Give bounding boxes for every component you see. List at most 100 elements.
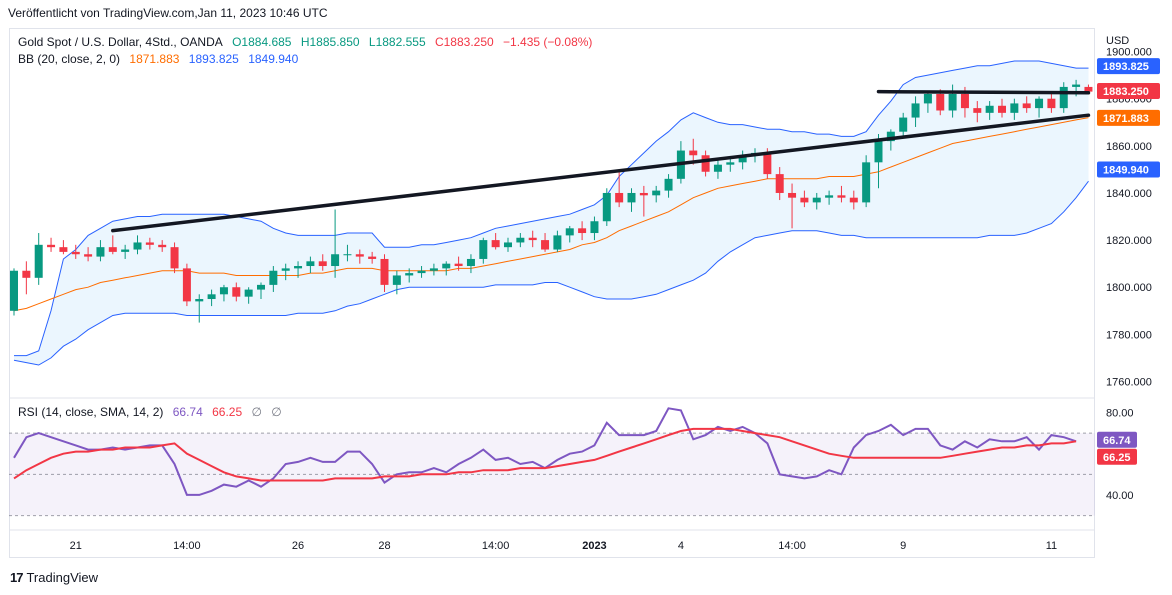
candle-body <box>429 268 438 271</box>
candle-body <box>973 108 982 113</box>
candle <box>713 159 722 179</box>
candle-body <box>306 261 315 267</box>
price-axis-currency: USD <box>1106 35 1129 47</box>
candle <box>96 240 105 262</box>
tradingview-footer[interactable]: 17 TradingView <box>10 570 98 585</box>
candle <box>170 242 179 274</box>
candle <box>652 185 661 203</box>
symbol-legend[interactable]: Gold Spot / U.S. Dollar, 4Std., OANDA O1… <box>18 35 598 49</box>
candle-body <box>34 244 43 278</box>
candle-body <box>1059 86 1068 109</box>
candle <box>565 225 574 243</box>
ohlc-low: L1882.555 <box>368 35 426 49</box>
candle <box>800 190 809 208</box>
candle-body <box>466 258 475 267</box>
bb-lower-line <box>13 180 1089 366</box>
candle-body <box>689 150 698 156</box>
candle-body <box>318 261 327 267</box>
rsi-ma-line <box>13 427 1077 482</box>
candle-body <box>775 174 784 193</box>
candle <box>108 235 117 255</box>
candle <box>133 235 142 255</box>
candle <box>738 150 747 170</box>
candle-body <box>800 197 809 203</box>
rsi-value: 66.74 <box>172 405 203 419</box>
trendline <box>876 89 1091 95</box>
tradingview-brand: TradingView <box>26 570 99 585</box>
candle <box>22 261 31 295</box>
candle-body <box>726 162 735 165</box>
candle <box>491 233 500 250</box>
candle-body <box>294 266 303 269</box>
badge-label: 1871.883 <box>1103 113 1149 125</box>
candle <box>602 188 611 226</box>
candle <box>355 249 364 264</box>
badge-bb-upper: 1893.825 <box>1097 58 1160 75</box>
candle-body <box>442 263 451 269</box>
candle-body <box>837 195 846 198</box>
badge-label: 1893.825 <box>1103 61 1149 73</box>
bb-upper-value: 1893.825 <box>188 52 239 66</box>
candle-body <box>849 197 858 203</box>
candle-body <box>10 270 18 311</box>
candle-body <box>948 93 957 111</box>
bb-basis-line <box>13 117 1089 312</box>
time-tick-label: 2023 <box>582 540 606 552</box>
published-header: Veröffentlicht von TradingView.com,Jan 1… <box>8 6 328 20</box>
candle <box>948 84 957 118</box>
candle <box>874 134 883 189</box>
candle <box>973 101 982 123</box>
candle <box>182 263 191 307</box>
candle <box>429 263 438 276</box>
candle-body <box>479 240 488 259</box>
candle <box>71 244 80 259</box>
time-tick-label: 9 <box>900 540 906 552</box>
rsi-legend[interactable]: RSI (14, close, SMA, 14, 2) 66.74 66.25 … <box>18 405 288 419</box>
candle-body <box>392 275 401 285</box>
badge-label: 66.25 <box>1103 452 1131 464</box>
chart-frame[interactable] <box>9 28 1095 558</box>
candle-body <box>615 192 624 203</box>
candle <box>911 96 920 127</box>
candle-body <box>960 93 969 109</box>
candle-body <box>886 131 895 142</box>
candle <box>825 190 834 205</box>
candle-body <box>578 228 587 234</box>
candle-body <box>923 93 932 104</box>
candle-body <box>405 273 414 276</box>
price-tick-label: 1860.000 <box>1106 141 1152 153</box>
candle-body <box>528 237 537 241</box>
bb-legend[interactable]: BB (20, close, 2, 0) 1871.883 1893.825 1… <box>18 52 304 66</box>
candle-body <box>911 103 920 118</box>
candle <box>528 230 537 248</box>
candle <box>578 221 587 241</box>
candle-body <box>639 192 648 196</box>
candle <box>590 216 599 241</box>
candle <box>1059 82 1068 113</box>
candle <box>504 237 512 252</box>
candle <box>244 287 253 304</box>
badge-bg <box>1097 109 1160 126</box>
candle <box>1035 96 1044 118</box>
time-tick-label: 14:00 <box>778 540 806 552</box>
candle <box>454 256 463 271</box>
candle-body <box>504 242 512 248</box>
bb-band-fill <box>14 61 1089 365</box>
candle-body <box>936 93 945 111</box>
candle-body <box>664 178 673 191</box>
candle <box>219 284 228 302</box>
ohlc-open: O1884.685 <box>232 35 292 49</box>
candle <box>232 282 241 302</box>
rsi-sma-value: 66.25 <box>212 405 243 419</box>
candle-body <box>763 152 772 175</box>
candle <box>479 237 488 264</box>
badge-label: 1849.940 <box>1103 165 1149 177</box>
candle-body <box>47 244 56 248</box>
candle-body <box>22 270 31 278</box>
trendline <box>111 113 1091 233</box>
candle-body <box>417 270 426 274</box>
candle <box>417 266 426 278</box>
candle <box>1047 93 1056 113</box>
candle <box>627 188 636 212</box>
